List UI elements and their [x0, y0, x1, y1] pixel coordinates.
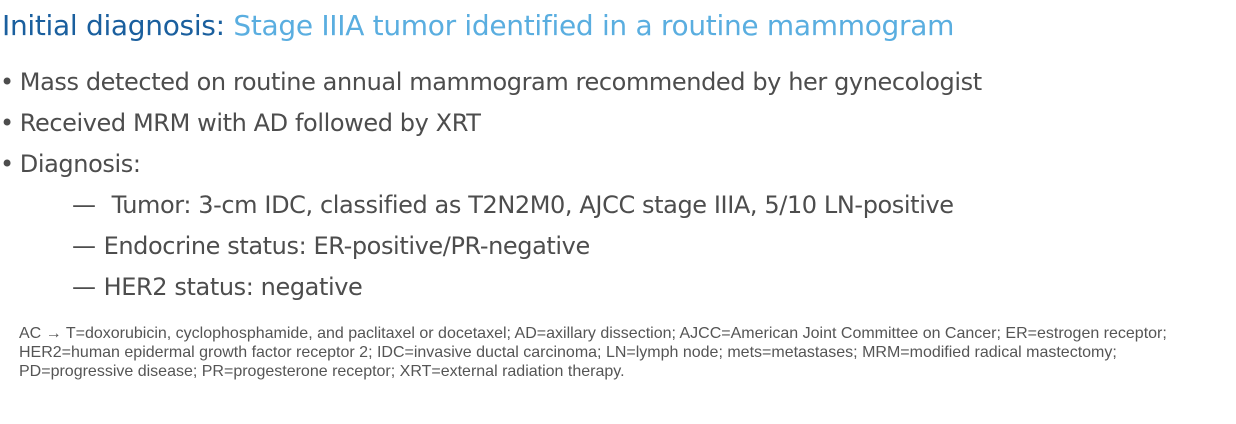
sub-bullet-list: — Tumor: 3-cm IDC, classified as T2N2M0, …: [72, 185, 954, 308]
bullet-text: Diagnosis:: [19, 150, 141, 178]
sub-bullet-item: — Endocrine status: ER-positive/PR-negati…: [72, 226, 954, 267]
bullet-item: • Mass detected on routine annual mammogr…: [0, 62, 982, 103]
slide-title: Initial diagnosis: Stage IIIA tumor iden…: [2, 6, 954, 46]
dash-marker: —: [72, 191, 96, 219]
bullet-marker: •: [0, 150, 14, 178]
sub-bullet-text: Endocrine status: ER-positive/PR-negativ…: [103, 232, 591, 260]
sub-bullet-text: HER2 status: negative: [103, 273, 363, 301]
bullet-marker: •: [0, 109, 14, 137]
bullet-text: Mass detected on routine annual mammogra…: [19, 68, 982, 96]
dash-marker: —: [72, 273, 96, 301]
sub-bullet-text: Tumor: 3-cm IDC, classified as T2N2M0, A…: [111, 191, 954, 219]
sub-bullet-item: — HER2 status: negative: [72, 267, 954, 308]
title-lead: Initial diagnosis:: [2, 9, 225, 42]
title-rest: Stage IIIA tumor identified in a routine…: [233, 9, 955, 42]
dash-marker: —: [72, 232, 96, 260]
bullet-item: • Diagnosis:: [0, 144, 982, 185]
sub-bullet-item: — Tumor: 3-cm IDC, classified as T2N2M0, …: [72, 185, 954, 226]
bullet-marker: •: [0, 68, 14, 96]
bullet-list: • Mass detected on routine annual mammogr…: [0, 62, 982, 185]
footnote-abbreviations: AC → T=doxorubicin, cyclophosphamide, an…: [19, 325, 1167, 380]
bullet-text: Received MRM with AD followed by XRT: [19, 109, 481, 137]
bullet-item: • Received MRM with AD followed by XRT: [0, 103, 982, 144]
